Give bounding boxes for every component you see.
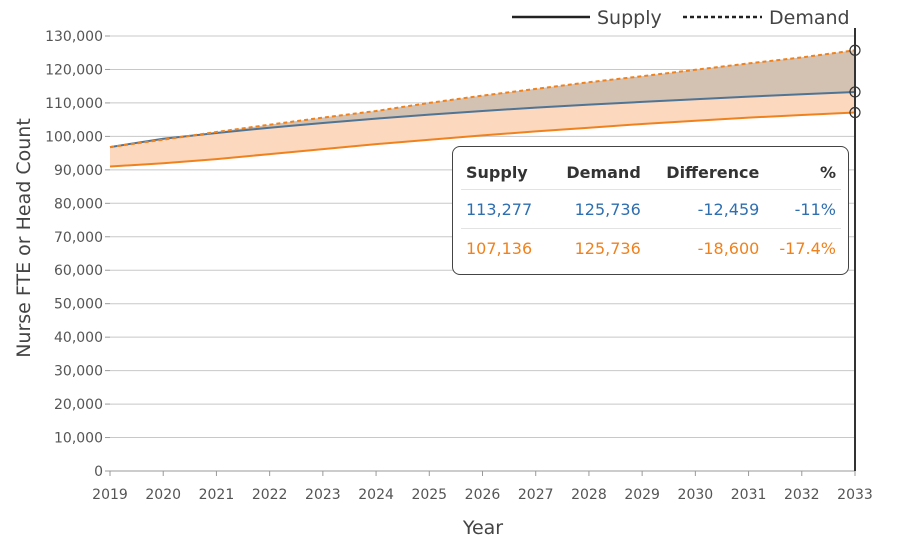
legend-demand-label[interactable]: Demand [769, 7, 850, 29]
y-tick-label: 0 [94, 464, 103, 480]
y-tick-label: 40,000 [54, 330, 103, 346]
legend-supply-label[interactable]: Supply [597, 7, 662, 29]
hover-marker [849, 86, 861, 98]
tooltip-difference-value: -12,459 [645, 189, 765, 229]
x-tick-label: 2025 [411, 487, 447, 503]
series-lines [109, 49, 856, 168]
x-tick-label: 2019 [92, 487, 128, 503]
y-tick-label: 10,000 [54, 431, 103, 447]
tooltip-row: 113,277 125,736 -12,459 -11% [461, 189, 841, 229]
axes [105, 35, 856, 476]
supply-blue-line [109, 91, 856, 149]
tooltip-supply-value: 113,277 [461, 189, 549, 229]
demand-line [109, 49, 856, 149]
hover-tooltip: Supply Demand Difference % 113,277 125,7… [452, 146, 849, 275]
y-tick-label: 20,000 [54, 397, 103, 413]
tooltip-demand-value: 125,736 [548, 189, 646, 229]
x-tick-label: 2032 [784, 487, 820, 503]
x-tick-label: 2021 [199, 487, 235, 503]
x-axis-title: Year [462, 517, 503, 539]
area-fills [110, 50, 855, 167]
tooltip-difference-value: -18,600 [645, 228, 765, 267]
tooltip-header-percent: % [819, 162, 836, 182]
tooltip-demand-value: 125,736 [548, 228, 646, 267]
y-tick-label: 110,000 [45, 96, 103, 112]
y-axis-title: Nurse FTE or Head Count [13, 118, 35, 358]
tooltip-row: 107,136 125,736 -18,600 -17.4% [461, 228, 841, 267]
y-tick-label: 30,000 [54, 364, 103, 380]
y-tick-label: 70,000 [54, 230, 103, 246]
x-tick-label: 2031 [731, 487, 767, 503]
x-tick-label: 2029 [624, 487, 660, 503]
x-tick-label: 2028 [571, 487, 607, 503]
x-tick-label: 2027 [518, 487, 554, 503]
x-tick-label: 2022 [252, 487, 288, 503]
hover-marker [849, 44, 861, 56]
tooltip-percent-value: -11% [764, 189, 841, 229]
tooltip-table: Supply Demand Difference % 113,277 125,7… [461, 155, 841, 267]
supply-orange-line [109, 111, 856, 168]
y-tick-label: 130,000 [45, 29, 103, 45]
tooltip-header-difference: Difference [666, 162, 760, 182]
tooltip-header-demand: Demand [566, 162, 641, 182]
x-tick-label: 2024 [358, 487, 394, 503]
legend[interactable]: Supply Demand [512, 7, 850, 29]
tooltip-percent-value: -17.4% [764, 228, 841, 267]
y-tick-label: 100,000 [45, 129, 103, 145]
tooltip-header-supply: Supply [466, 162, 528, 182]
tooltip-supply-value: 107,136 [461, 228, 549, 267]
y-tick-label: 80,000 [54, 196, 103, 212]
x-tick-label: 2030 [678, 487, 714, 503]
y-tick-label: 60,000 [54, 263, 103, 279]
x-tick-label: 2033 [837, 487, 873, 503]
y-tick-label: 50,000 [54, 297, 103, 313]
x-tick-label: 2020 [145, 487, 181, 503]
x-tick-labels: 2019 2020 2021 2022 2023 2024 2025 2026 2027 2028… [92, 487, 873, 503]
y-tick-labels: 0 10,000 20,000 30,000 40,000 50,000 60,000 70,… [45, 29, 103, 480]
tooltip-header-row: Supply Demand Difference % [461, 155, 841, 190]
x-tick-label: 2026 [465, 487, 501, 503]
y-tick-label: 120,000 [45, 62, 103, 78]
x-tick-label: 2023 [305, 487, 341, 503]
y-tick-label: 90,000 [54, 163, 103, 179]
blue-gap-band [110, 50, 855, 148]
hover-marker [849, 106, 861, 119]
hover-indicator [849, 28, 861, 471]
